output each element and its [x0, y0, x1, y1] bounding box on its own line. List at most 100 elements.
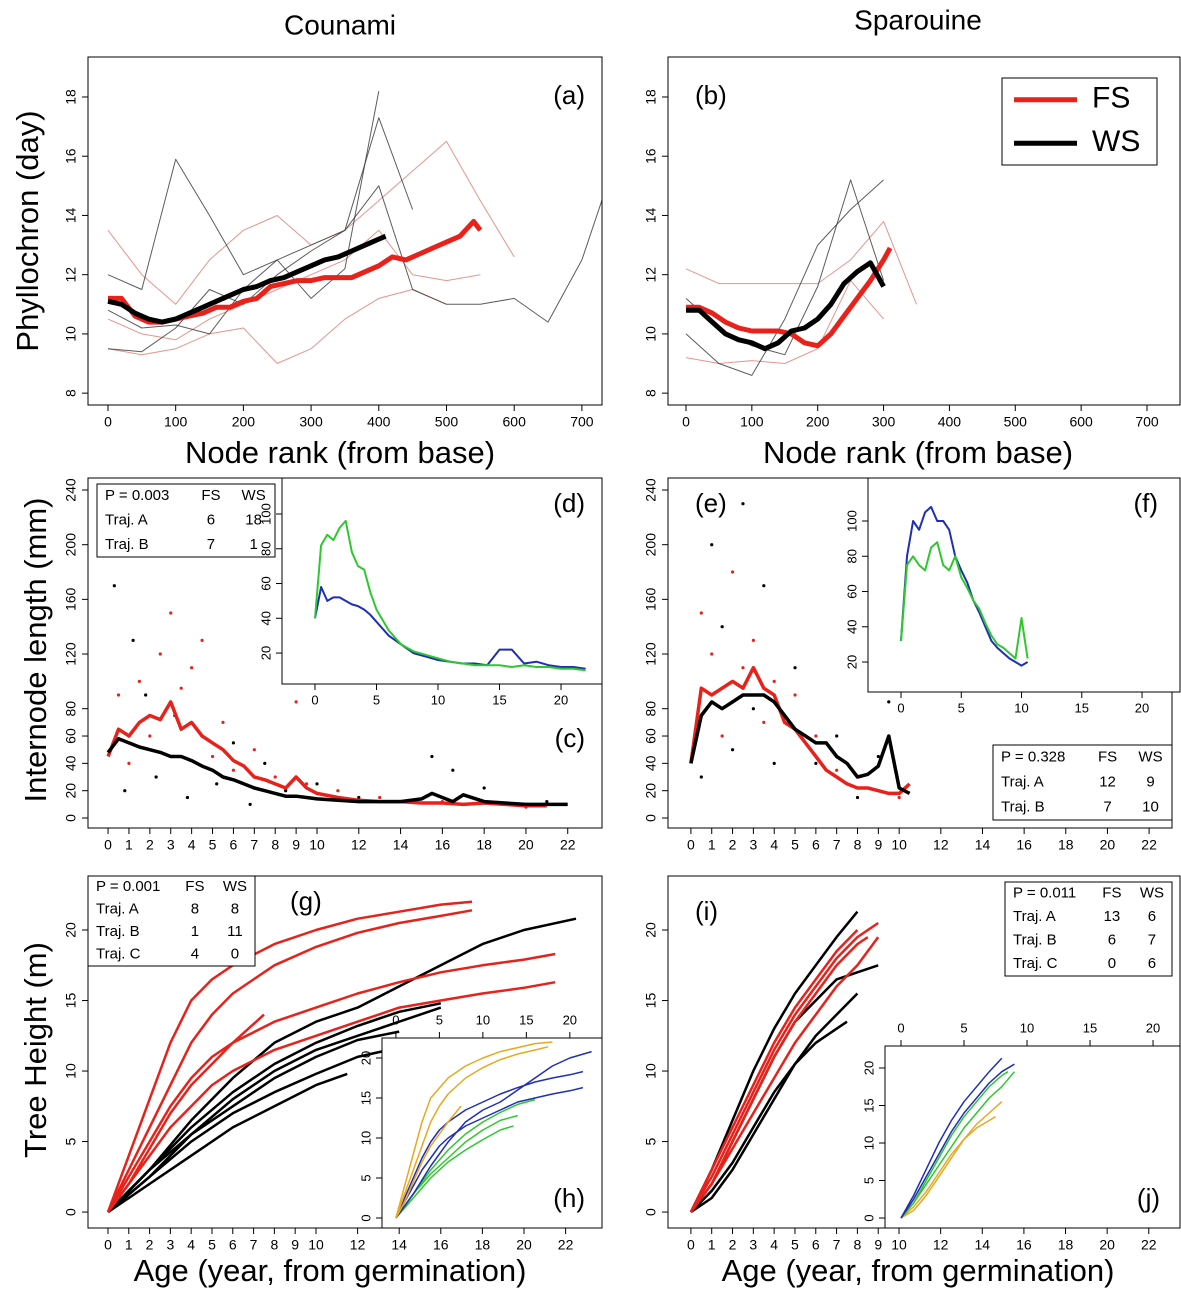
- y-tick-label: 60: [643, 728, 659, 744]
- x-axis-label: Age (year, from germination): [722, 1253, 1115, 1288]
- x-axis-label: Node rank (from base): [763, 435, 1073, 470]
- y-tick-label: 20: [844, 655, 859, 669]
- y-tick-label: 100: [844, 510, 859, 532]
- y-tick-label: 10: [643, 326, 659, 342]
- table-cell: Traj. A: [1013, 908, 1056, 925]
- y-tick-label: 20: [643, 783, 659, 799]
- point: [148, 734, 152, 738]
- series-line: [685, 179, 884, 376]
- x-tick-label: 18: [475, 1237, 491, 1253]
- x-tick-label: 12: [350, 1237, 366, 1253]
- series-line: [689, 929, 859, 1213]
- x-tick-label: 8: [853, 1237, 861, 1253]
- point: [137, 679, 141, 683]
- table-box: [87, 875, 256, 967]
- point: [123, 789, 127, 793]
- y-tick-label: 16: [63, 148, 79, 164]
- series-line: [900, 505, 1029, 667]
- table-header: P = 0.003: [105, 487, 169, 504]
- y-tick-label: 18: [643, 89, 659, 105]
- point: [221, 720, 225, 724]
- point: [710, 543, 714, 547]
- table-header: FS: [1102, 885, 1121, 902]
- series-line: [685, 220, 917, 305]
- series-line: [690, 992, 859, 1214]
- point: [378, 795, 382, 800]
- y-tick-label: 20: [63, 783, 79, 799]
- panel-label: (i): [695, 896, 718, 926]
- x-tick-label: 16: [435, 837, 451, 853]
- table-cell: 6: [207, 511, 215, 528]
- point: [699, 775, 703, 779]
- x-tick-label: 100: [164, 414, 188, 430]
- table-cell: 7: [1103, 798, 1111, 815]
- y-tick-label: 20: [643, 922, 659, 938]
- x-tick-label: 10: [309, 837, 325, 853]
- table-header: WS: [223, 878, 247, 895]
- table-header: FS: [1098, 748, 1117, 765]
- table-cell: Traj. A: [96, 901, 139, 918]
- y-axis-label: Internode length (mm): [18, 498, 53, 803]
- x-tick-label: 0: [687, 837, 695, 853]
- series-line: [107, 117, 414, 353]
- point: [730, 748, 735, 752]
- y-tick-label: 0: [63, 1208, 79, 1216]
- point: [545, 800, 549, 804]
- table-cell: Traj. B: [1013, 932, 1057, 949]
- series-line: [106, 909, 473, 1213]
- column-title: Sparouine: [854, 4, 982, 35]
- series-line: [314, 519, 586, 672]
- y-tick-label: 40: [643, 755, 659, 771]
- series-line: [689, 665, 911, 796]
- series-line: [395, 1050, 592, 1219]
- x-tick-label: 10: [476, 1012, 490, 1027]
- x-axis-label: Node rank (from base): [185, 435, 495, 470]
- table-header: WS: [1138, 748, 1162, 765]
- x-tick-label: 10: [308, 1237, 324, 1253]
- series-line: [900, 1071, 1009, 1219]
- x-tick-label: 10: [1014, 700, 1028, 715]
- point: [294, 700, 298, 704]
- x-tick-label: 0: [104, 1237, 112, 1253]
- y-tick-label: 0: [63, 814, 79, 822]
- y-tick-label: 5: [358, 1174, 373, 1181]
- x-tick-label: 200: [806, 414, 830, 430]
- point: [210, 754, 215, 759]
- x-tick-label: 500: [435, 414, 459, 430]
- point: [876, 754, 880, 759]
- table-header: WS: [242, 487, 266, 504]
- y-tick-label: 20: [358, 1051, 373, 1065]
- x-tick-label: 20: [1135, 700, 1149, 715]
- y-tick-label: 80: [643, 701, 659, 717]
- plot-area: [106, 584, 568, 809]
- panel-label: (b): [695, 80, 727, 110]
- series-line: [900, 541, 1029, 660]
- x-tick-label: 10: [891, 1237, 907, 1253]
- x-tick-label: 2: [146, 1237, 154, 1253]
- y-tick-label: 240: [63, 478, 79, 502]
- x-tick-label: 20: [1100, 837, 1116, 853]
- x-tick-label: 2: [146, 837, 154, 853]
- inset-frame: [884, 1045, 1181, 1229]
- plot-area: [900, 505, 1029, 667]
- y-tick-label: 8: [63, 389, 79, 397]
- plot-area: [395, 1041, 592, 1219]
- point: [897, 795, 901, 800]
- y-tick-label: 15: [63, 993, 79, 1009]
- x-tick-label: 18: [476, 837, 492, 853]
- series-line: [107, 917, 577, 1213]
- point: [284, 789, 288, 793]
- x-tick-label: 400: [938, 414, 962, 430]
- point: [215, 782, 219, 786]
- x-tick-label: 5: [791, 837, 799, 853]
- point: [190, 666, 194, 670]
- table-cell: 6: [1108, 932, 1116, 949]
- y-tick-label: 12: [643, 267, 659, 283]
- point: [751, 638, 755, 642]
- table-box: [992, 744, 1173, 821]
- y-tick-label: 200: [643, 533, 659, 557]
- series-line: [900, 1071, 1015, 1219]
- series-line: [900, 1116, 996, 1219]
- x-tick-label: 5: [791, 1237, 799, 1253]
